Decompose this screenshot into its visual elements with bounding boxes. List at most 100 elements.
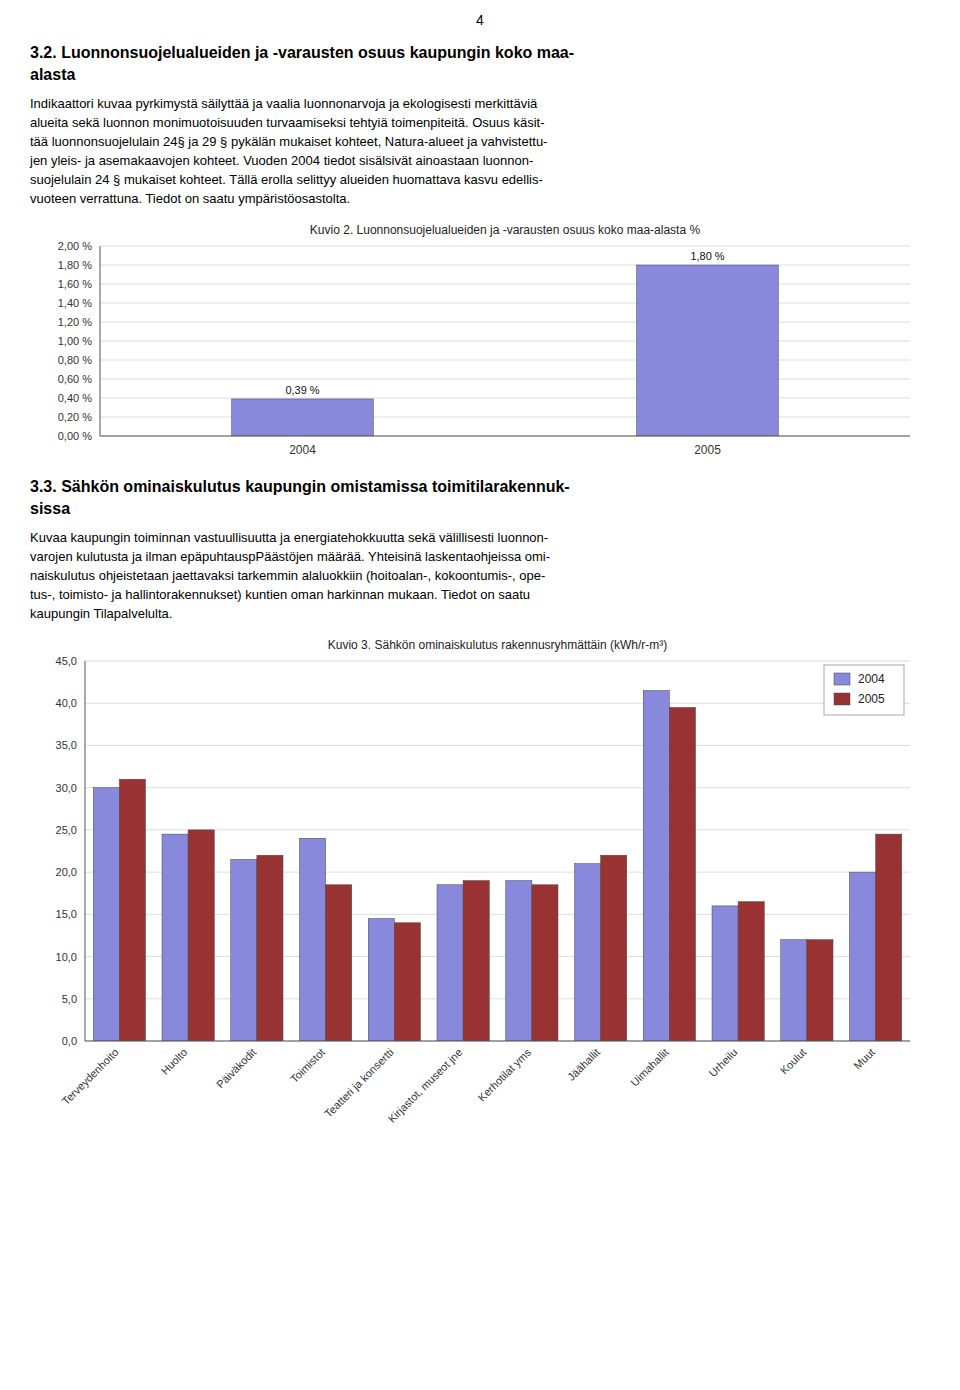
y-tick-label: 1,20 % <box>58 316 92 328</box>
bar <box>506 881 532 1041</box>
grid-line <box>100 398 910 399</box>
bar <box>326 885 352 1041</box>
y-tick-label: 1,60 % <box>58 278 92 290</box>
chart-title: Kuvio 3. Sähkön ominaiskulutus rakennusr… <box>328 638 667 652</box>
x-tick-label: Päiväkodit <box>214 1046 258 1090</box>
bar-chart: Kuvio 3. Sähkön ominaiskulutus rakennusr… <box>30 631 930 1191</box>
section-body-line: jen yleis- ja asemakaavojen kohteet. Vuo… <box>30 151 930 170</box>
grid-line <box>100 417 910 418</box>
bar <box>850 872 876 1041</box>
bar <box>300 838 326 1041</box>
data-label: 0,39 % <box>285 384 319 396</box>
bar <box>781 940 807 1041</box>
bar <box>712 906 738 1041</box>
bar <box>643 691 669 1041</box>
grid-line <box>100 360 910 361</box>
bar <box>669 707 695 1041</box>
section-body-line: suojelulain 24 § mukaiset kohteet. Tällä… <box>30 170 930 189</box>
data-label: 1,80 % <box>690 250 724 262</box>
grid-line <box>85 703 910 704</box>
y-tick-label: 0,60 % <box>58 373 92 385</box>
page: 4 3.2. Luonnonsuojelualueiden ja -varaust… <box>0 0 960 1191</box>
x-tick-label: Koulut <box>778 1046 809 1077</box>
section-title-line: sissa <box>30 498 930 520</box>
grid-line <box>85 787 910 788</box>
grid-line <box>100 322 910 323</box>
section-body-line: alueita sekä luonnon monimuotoisuuden tu… <box>30 113 930 132</box>
bar <box>807 940 833 1041</box>
bar <box>437 885 463 1041</box>
y-axis-line <box>85 661 86 1041</box>
y-axis-line <box>100 246 101 436</box>
legend-swatch <box>834 673 850 685</box>
section-body-line: vuoteen verrattuna. Tiedot on saatu ympä… <box>30 189 930 208</box>
grid-line <box>100 246 910 247</box>
x-tick-label: Kirjastot, museot jne <box>386 1046 465 1125</box>
bar <box>368 919 394 1041</box>
y-tick-label: 15,0 <box>56 908 77 920</box>
bar <box>637 265 779 436</box>
section-title: 3.3. Sähkön ominaiskulutus kaupungin omi… <box>30 476 930 520</box>
y-tick-label: 2,00 % <box>58 240 92 252</box>
section-body-line: naiskulutus ohjeistetaan jaettavaksi tar… <box>30 566 930 585</box>
y-tick-label: 10,0 <box>56 951 77 963</box>
y-tick-label: 0,00 % <box>58 430 92 442</box>
x-tick-label: Urheilu <box>706 1046 739 1079</box>
section-body-line: varojen kulutusta ja ilman epäpuhtauspPä… <box>30 547 930 566</box>
x-axis-line <box>100 436 910 437</box>
bars <box>93 691 902 1041</box>
legend-frame <box>824 665 904 715</box>
grid-line <box>100 303 910 304</box>
grid-line <box>100 284 910 285</box>
bar <box>231 859 257 1041</box>
x-tick-label: Terveydenhoito <box>60 1046 121 1107</box>
bar <box>119 779 145 1041</box>
legend-swatch <box>834 693 850 705</box>
x-tick-label: Toimistot <box>288 1046 327 1085</box>
y-tick-label: 0,80 % <box>58 354 92 366</box>
x-tick-label: 2004 <box>289 443 316 457</box>
y-tick-label: 5,0 <box>62 993 77 1005</box>
section-body-line: tää luonnonsuojelulain 24§ ja 29 § pykäl… <box>30 132 930 151</box>
section-body: Kuvaa kaupungin toiminnan vastuullisuutt… <box>30 528 930 623</box>
bar <box>257 855 283 1041</box>
grid-line <box>100 436 910 437</box>
y-tick-label: 1,80 % <box>58 259 92 271</box>
bar <box>532 885 558 1041</box>
y-tick-label: 35,0 <box>56 739 77 751</box>
y-tick-label: 45,0 <box>56 655 77 667</box>
x-tick-label: Huolto <box>159 1046 190 1077</box>
legend: 20042005 <box>824 665 904 715</box>
y-tick-label: 25,0 <box>56 824 77 836</box>
page-number: 4 <box>30 0 930 32</box>
x-tick-label: Uimahallit <box>628 1046 671 1089</box>
chart-title: Kuvio 2. Luonnonsuojelualueiden ja -vara… <box>310 223 701 237</box>
bar <box>601 855 627 1041</box>
bar <box>232 399 374 436</box>
bar <box>876 834 902 1041</box>
section-title-line: 3.2. Luonnonsuojelualueiden ja -varauste… <box>30 42 930 64</box>
bars <box>232 265 779 436</box>
grid-line <box>100 341 910 342</box>
grid-line <box>85 745 910 746</box>
y-tick-label: 30,0 <box>56 782 77 794</box>
y-tick-label: 20,0 <box>56 866 77 878</box>
legend-label: 2004 <box>858 672 885 686</box>
x-tick-label: Jäähallit <box>565 1046 602 1083</box>
y-tick-label: 1,40 % <box>58 297 92 309</box>
section-body-line: Kuvaa kaupungin toiminnan vastuullisuutt… <box>30 528 930 547</box>
y-tick-label: 0,20 % <box>58 411 92 423</box>
section-title-line: alasta <box>30 64 930 86</box>
y-tick-label: 0,40 % <box>58 392 92 404</box>
section-body: Indikaattori kuvaa pyrkimystä säilyttää … <box>30 94 930 208</box>
bar <box>188 830 214 1041</box>
bar <box>575 864 601 1041</box>
x-tick-label: Teatteri ja konsertti <box>322 1046 396 1120</box>
x-tick-label: Muut <box>851 1046 877 1072</box>
x-tick-label: Kerhotilat yms <box>476 1046 534 1104</box>
y-tick-label: 1,00 % <box>58 335 92 347</box>
bar <box>394 923 420 1041</box>
bar <box>162 834 188 1041</box>
grid-line <box>100 379 910 380</box>
bar <box>738 902 764 1041</box>
